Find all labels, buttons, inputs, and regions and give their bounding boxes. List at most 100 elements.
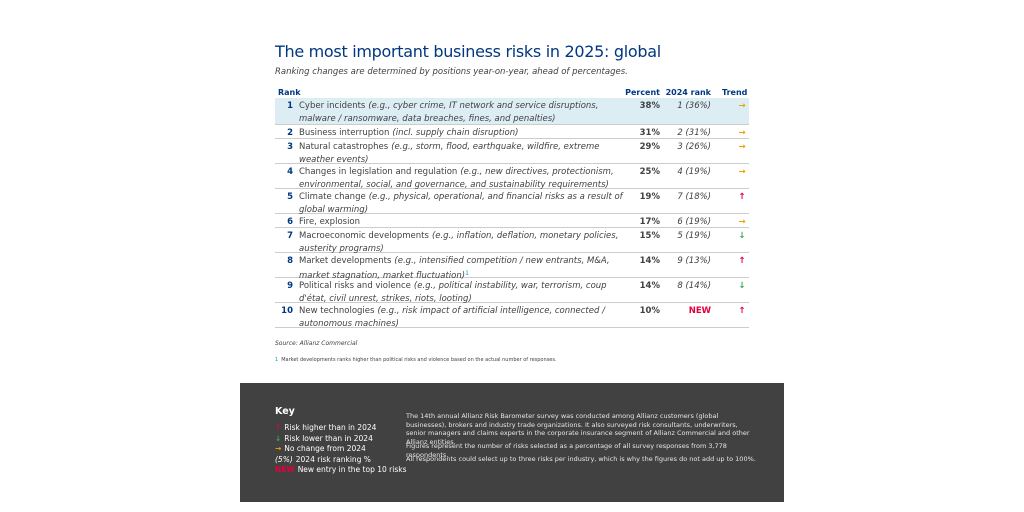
- risk-title: New technologies: [299, 306, 375, 316]
- trend: ↑: [738, 256, 746, 266]
- prev-rank: NEW: [688, 306, 711, 316]
- risk-name: Climate change (e.g., physical, operation…: [299, 191, 629, 216]
- risk-title: Political risks and violence: [299, 281, 411, 291]
- title: The most important business risks in 202…: [275, 42, 661, 61]
- prev-rank: 2 (31%): [677, 128, 711, 138]
- table-row: 8 Market developments (e.g., intensified c…: [275, 253, 749, 281]
- risk-name: Natural catastrophes (e.g., storm, flood,…: [299, 141, 629, 166]
- table-row: 4 Changes in legislation and regulation (e…: [275, 164, 749, 191]
- risk-name: Cyber incidents (e.g., cyber crime, IT ne…: [299, 100, 629, 125]
- subtitle: Ranking changes are determined by positi…: [275, 67, 628, 77]
- footnote-ref: 1: [465, 269, 469, 277]
- percent: 14%: [639, 256, 660, 266]
- percent: 38%: [639, 101, 660, 111]
- risk-title: Macroeconomic developments: [299, 231, 429, 241]
- risk-name: Macroeconomic developments (e.g., inflati…: [299, 230, 629, 255]
- table-row: 2 Business interruption (incl. supply chai…: [275, 125, 749, 139]
- key-symbol: ↓: [275, 434, 282, 443]
- trend: →: [738, 217, 746, 227]
- table-row: 1 Cyber incidents (e.g., cyber crime, IT n…: [275, 98, 749, 125]
- percent: 17%: [639, 217, 660, 227]
- rank: 6: [287, 217, 293, 227]
- risk-title: Cyber incidents: [299, 101, 366, 111]
- percent: 31%: [639, 128, 660, 138]
- trend: →: [738, 167, 746, 177]
- percent: 19%: [639, 192, 660, 202]
- key-symbol: ↑: [275, 423, 282, 432]
- risk-detail: (e.g., risk impact of artificial intelli…: [299, 306, 605, 329]
- rank: 2: [287, 128, 293, 138]
- col-header: Percent: [625, 88, 660, 97]
- rank: 8: [287, 256, 293, 266]
- table-row: 3 Natural catastrophes (e.g., storm, flood…: [275, 139, 749, 166]
- key-item: → No change from 2024: [275, 444, 366, 453]
- footnote: 1 Market developments ranks higher than p…: [275, 357, 557, 363]
- trend: →: [738, 101, 746, 111]
- trend: ↑: [738, 192, 746, 202]
- risk-detail: (e.g., intensified competition / new ent…: [299, 256, 610, 282]
- key-text: No change from 2024: [284, 444, 366, 453]
- key-title: Key: [275, 406, 295, 417]
- key-text: Risk lower than in 2024: [284, 434, 373, 443]
- risk-detail: (e.g., cyber crime, IT network and servi…: [299, 101, 599, 124]
- trend: ↓: [738, 231, 746, 241]
- key-symbol: →: [275, 444, 282, 453]
- prev-rank: 5 (19%): [677, 231, 711, 241]
- rank: 5: [287, 192, 293, 202]
- risk-detail: (e.g., inflation, deflation, monetary po…: [299, 231, 619, 254]
- key-item: NEW New entry in the top 10 risks: [275, 465, 407, 474]
- trend: →: [738, 128, 746, 138]
- risk-detail: (e.g., political instability, war, terro…: [299, 281, 607, 304]
- table-row: 6 Fire, explosion 17% 6 (19%) →: [275, 214, 749, 228]
- risk-title: Fire, explosion: [299, 217, 361, 227]
- table-row: 10 New technologies (e.g., risk impact of …: [275, 303, 749, 330]
- key-item: ↓ Risk lower than in 2024: [275, 434, 373, 443]
- key-item: ↑ Risk higher than in 2024: [275, 423, 376, 432]
- risk-title: Climate change: [299, 192, 366, 202]
- source: Source: Allianz Commercial: [275, 340, 358, 347]
- rank: 10: [281, 306, 293, 316]
- table-row: 5 Climate change (e.g., physical, operatio…: [275, 189, 749, 216]
- prev-rank: 6 (19%): [677, 217, 711, 227]
- risk-name: Fire, explosion: [299, 216, 629, 229]
- percent: 29%: [639, 142, 660, 152]
- key-item: (5%) 2024 risk ranking %: [275, 455, 371, 464]
- risk-detail: (e.g., storm, flood, earthquake, wildfir…: [299, 142, 600, 165]
- percent: 15%: [639, 231, 660, 241]
- key-text: New entry in the top 10 risks: [297, 465, 407, 474]
- footnote-text: Market developments ranks higher than po…: [281, 357, 557, 363]
- key-text: 2024 risk ranking %: [295, 455, 371, 464]
- risk-detail: (e.g., physical, operational, and financ…: [299, 192, 623, 215]
- risk-name: Market developments (e.g., intensified co…: [299, 255, 629, 283]
- risk-name: New technologies (e.g., risk impact of ar…: [299, 305, 629, 330]
- risk-name: Changes in legislation and regulation (e.…: [299, 166, 629, 191]
- trend: ↓: [738, 281, 746, 291]
- note: Figures represent the number of risks se…: [406, 442, 727, 459]
- prev-rank: 4 (19%): [677, 167, 711, 177]
- risk-name: Business interruption (incl. supply chain…: [299, 127, 629, 140]
- prev-rank: 8 (14%): [677, 281, 711, 291]
- percent: 14%: [639, 281, 660, 291]
- trend: →: [738, 142, 746, 152]
- risk-title: Changes in legislation and regulation: [299, 167, 458, 177]
- risk-title: Business interruption: [299, 128, 390, 138]
- note: All respondents could select up to three…: [406, 455, 756, 463]
- prev-rank: 9 (13%): [677, 256, 711, 266]
- rank: 7: [287, 231, 293, 241]
- rank: 9: [287, 281, 293, 291]
- prev-rank: 7 (18%): [677, 192, 711, 202]
- note: The 14th annual Allianz Risk Barometer s…: [406, 412, 750, 446]
- risk-title: Natural catastrophes: [299, 142, 389, 152]
- rank: 4: [287, 167, 293, 177]
- prev-rank: 3 (26%): [677, 142, 711, 152]
- info-box: Key ↑ Risk higher than in 2024 ↓ Risk lower…: [240, 383, 784, 502]
- percent: 25%: [639, 167, 660, 177]
- key-symbol: NEW: [275, 465, 295, 474]
- trend: ↑: [738, 306, 746, 316]
- prev-rank: 1 (36%): [677, 101, 711, 111]
- key-symbol: (5%): [275, 455, 293, 464]
- col-header: Trend: [722, 88, 748, 97]
- rank: 1: [287, 101, 293, 111]
- col-header: 2024 rank: [665, 88, 711, 97]
